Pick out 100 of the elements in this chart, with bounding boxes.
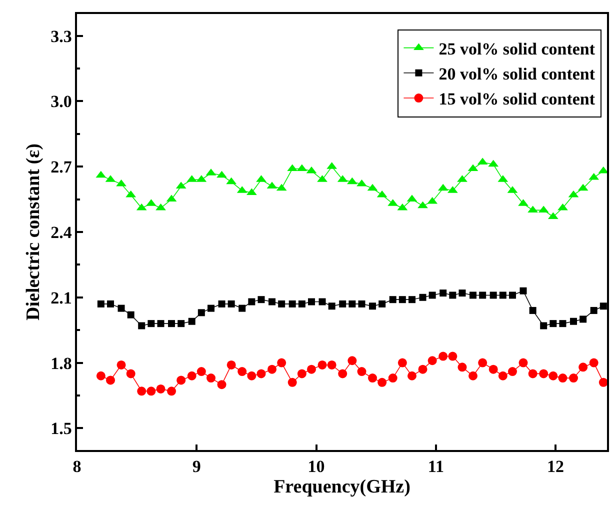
point xyxy=(540,322,548,330)
point xyxy=(407,371,416,380)
y-tick-label: 1.8 xyxy=(50,354,72,373)
point xyxy=(216,170,227,178)
point xyxy=(348,300,356,308)
point xyxy=(358,300,366,308)
point xyxy=(600,302,607,310)
point xyxy=(478,358,488,368)
point xyxy=(488,364,498,374)
point xyxy=(518,358,528,368)
point xyxy=(217,380,226,390)
point xyxy=(247,371,256,380)
point xyxy=(548,371,558,380)
x-tick-label: 8 xyxy=(72,457,82,476)
point xyxy=(268,298,276,306)
point xyxy=(306,364,316,374)
point xyxy=(398,296,406,304)
point xyxy=(318,298,326,306)
point xyxy=(338,369,348,378)
point xyxy=(96,371,106,380)
point xyxy=(278,300,286,308)
point xyxy=(127,311,134,318)
point xyxy=(318,360,327,370)
point xyxy=(146,386,156,396)
point xyxy=(118,304,125,312)
point xyxy=(448,352,458,361)
x-tick-label: 9 xyxy=(192,457,201,476)
point xyxy=(348,356,357,366)
point xyxy=(156,384,166,394)
y-tick-label: 1.5 xyxy=(50,419,72,438)
point xyxy=(408,296,416,304)
point xyxy=(449,292,456,299)
point xyxy=(590,306,598,314)
point xyxy=(198,309,205,316)
point xyxy=(368,374,378,383)
point xyxy=(256,369,266,378)
point xyxy=(208,304,214,312)
point xyxy=(440,290,447,297)
point xyxy=(308,298,315,306)
point xyxy=(116,360,126,370)
y-tick-label: 2.1 xyxy=(50,288,72,308)
point xyxy=(529,306,536,314)
point xyxy=(378,300,386,308)
point xyxy=(157,320,164,328)
point xyxy=(218,300,226,308)
point xyxy=(559,320,566,328)
point xyxy=(508,367,517,376)
point xyxy=(528,369,538,378)
point xyxy=(539,369,548,378)
point xyxy=(520,287,527,294)
legend-label: 25 vol% solid content xyxy=(438,39,596,58)
point xyxy=(188,318,196,325)
point xyxy=(196,367,206,376)
point xyxy=(598,378,608,387)
point xyxy=(490,292,497,299)
point xyxy=(589,358,598,368)
point xyxy=(107,300,114,308)
y-tick-label: 3.0 xyxy=(50,92,72,112)
y-tick-label: 2.7 xyxy=(50,158,72,177)
point xyxy=(248,298,256,306)
point xyxy=(458,362,467,372)
x-tick-label: 12 xyxy=(547,457,564,476)
point xyxy=(187,371,196,380)
point xyxy=(428,292,436,299)
point xyxy=(97,300,104,308)
point xyxy=(428,356,437,366)
point xyxy=(369,302,376,310)
point xyxy=(378,378,387,387)
point xyxy=(470,292,476,299)
point xyxy=(398,358,407,368)
point xyxy=(167,386,176,396)
point xyxy=(138,322,146,330)
point xyxy=(550,320,557,328)
point xyxy=(419,294,426,301)
point xyxy=(168,320,176,328)
y-axis-title: Dielectric constant (ε) xyxy=(22,144,44,320)
point xyxy=(357,367,366,376)
x-tick-label: 10 xyxy=(308,457,325,476)
point xyxy=(178,320,185,328)
point xyxy=(288,378,297,387)
point xyxy=(328,302,336,310)
point xyxy=(578,362,588,372)
point xyxy=(498,371,508,380)
point xyxy=(137,386,146,396)
point xyxy=(389,296,396,304)
point xyxy=(176,376,186,385)
point xyxy=(298,300,306,308)
point xyxy=(258,296,265,304)
point xyxy=(277,358,286,368)
point xyxy=(508,292,516,299)
point xyxy=(388,374,398,383)
point xyxy=(458,290,466,297)
point xyxy=(468,371,478,380)
point xyxy=(148,320,155,328)
point xyxy=(297,369,306,378)
point xyxy=(238,367,247,376)
point xyxy=(418,201,428,208)
x-axis-title: Frequency(GHz) xyxy=(274,476,410,498)
point xyxy=(226,360,236,370)
y-tick-label: 3.3 xyxy=(50,26,72,46)
